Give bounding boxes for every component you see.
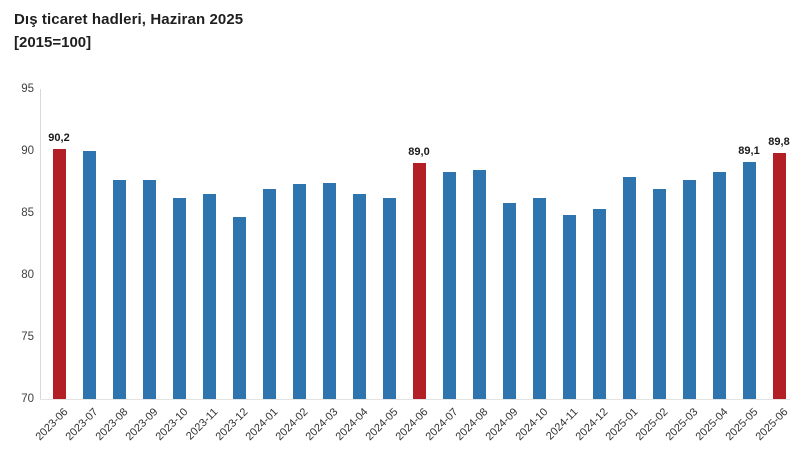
bar-2024-11 xyxy=(562,215,576,399)
bar-2024-01 xyxy=(262,189,276,399)
value-label: 89,1 xyxy=(738,145,760,158)
bar-2024-04 xyxy=(352,194,366,399)
bar-2025-06 xyxy=(772,153,786,399)
value-label: 89,8 xyxy=(768,136,790,149)
bar-2025-04 xyxy=(712,172,726,399)
y-tick-label: 90 xyxy=(21,145,34,157)
bar-2024-12 xyxy=(592,209,606,399)
bar-2024-09 xyxy=(502,203,516,399)
y-tick-label: 80 xyxy=(21,269,34,281)
plot-area: 90,2 89,0 89,1 89,8 xyxy=(44,89,794,399)
bar-2023-10 xyxy=(172,198,186,399)
y-tick-label: 95 xyxy=(21,83,34,95)
bar-2023-07 xyxy=(82,151,96,399)
bar-2024-02 xyxy=(292,184,306,399)
y-tick-label: 70 xyxy=(21,393,34,405)
bar-2023-12 xyxy=(232,216,246,399)
bar-2023-11 xyxy=(202,194,216,399)
bar-2024-03 xyxy=(322,183,336,399)
y-axis: 70 75 80 85 90 95 xyxy=(0,83,36,405)
bar-2025-01 xyxy=(622,177,636,399)
value-label: 90,2 xyxy=(48,131,70,144)
chart-title-block: Dış ticaret hadleri, Haziran 2025 [2015=… xyxy=(14,8,243,54)
y-tick-label: 75 xyxy=(21,331,34,343)
bar-2024-06 xyxy=(412,163,426,399)
bar-2025-05 xyxy=(742,162,756,399)
bar-2024-07 xyxy=(442,172,456,399)
bar-2025-02 xyxy=(652,189,666,399)
bar-2023-08 xyxy=(112,179,126,399)
bar-2024-05 xyxy=(382,198,396,399)
x-axis-labels: 2023-06 2023-07 2023-08 2023-09 2023-10 2023-… xyxy=(33,402,794,466)
y-tick-label: 85 xyxy=(21,207,34,219)
bar-2023-09 xyxy=(142,179,156,399)
chart-subtitle: [2015=100] xyxy=(14,34,92,51)
value-label: 89,0 xyxy=(408,146,430,159)
bar-2025-03 xyxy=(682,179,696,399)
x-baseline xyxy=(40,399,790,400)
y-axis-line xyxy=(40,89,41,400)
bar-2023-06 xyxy=(52,148,66,399)
bar-2024-10 xyxy=(532,198,546,399)
bar-2024-08 xyxy=(472,169,486,399)
chart-title: Dış ticaret hadleri, Haziran 2025 xyxy=(14,11,244,28)
